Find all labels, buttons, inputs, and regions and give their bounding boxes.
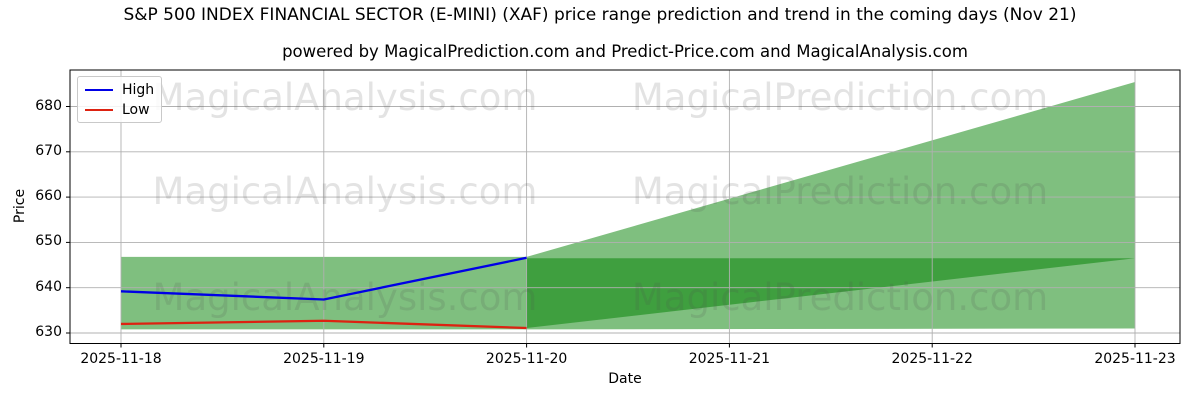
legend: High Low	[77, 76, 162, 123]
x-tick-label-1: 2025-11-19	[283, 351, 365, 367]
x-axis-label: Date	[608, 371, 642, 387]
legend-item-low: Low	[78, 100, 150, 120]
watermark-layer: MagicalAnalysis.com MagicalPrediction.com…	[153, 76, 1049, 319]
y-tick-label-4: 640	[35, 278, 62, 295]
y-tick-label-1: 670	[35, 142, 62, 159]
prediction-bands	[121, 82, 1135, 330]
plot-frame	[69, 69, 1181, 344]
series-lines	[120, 256, 527, 330]
chart-title: S&P 500 INDEX FINANCIAL SECTOR (E-MINI) …	[123, 5, 1077, 25]
watermark-prediction: MagicalPrediction.com	[632, 276, 1048, 319]
watermark-analysis: MagicalAnalysis.com	[153, 276, 538, 319]
legend-low-label: Low	[122, 102, 150, 118]
band-1	[526, 258, 1135, 329]
x-tick-label-3: 2025-11-21	[688, 351, 771, 367]
y-tick-label-3: 650	[35, 233, 62, 250]
y-tick-label-5: 630	[35, 324, 62, 340]
watermark-prediction: MagicalPrediction.com	[632, 76, 1048, 119]
watermark-analysis: MagicalAnalysis.com	[153, 170, 538, 213]
watermark-prediction: MagicalPrediction.com	[632, 170, 1048, 213]
legend-item-high: High	[78, 80, 154, 100]
x-tick-label-5: 2025-11-23	[1094, 351, 1176, 367]
x-tick-label-4: 2025-11-22	[891, 351, 973, 367]
y-tick-label-2: 660	[35, 188, 62, 205]
high-line	[120, 256, 527, 301]
watermark-analysis: MagicalAnalysis.com	[153, 76, 538, 119]
x-tick-label-2: 2025-11-20	[485, 351, 568, 367]
legend-high-label: High	[122, 82, 155, 98]
low-line-swatch-icon	[85, 109, 113, 111]
high-line-swatch-icon	[85, 89, 113, 91]
y-axis-label: Price	[12, 188, 28, 224]
x-tick-label-0: 2025-11-18	[80, 351, 162, 367]
low-line	[120, 319, 527, 330]
y-tick-label-0: 680	[35, 97, 62, 114]
tick-marks	[66, 106, 1136, 348]
chart-subtitle: powered by MagicalPrediction.com and Pre…	[282, 42, 968, 61]
